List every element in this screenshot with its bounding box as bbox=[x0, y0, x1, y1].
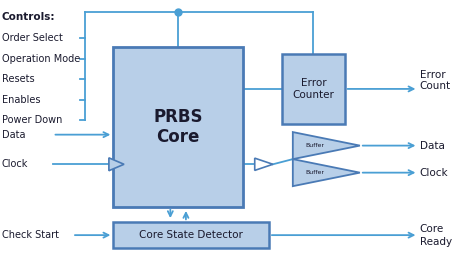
Text: Ready: Ready bbox=[420, 236, 452, 247]
Text: Core: Core bbox=[420, 224, 444, 234]
Text: Check Start: Check Start bbox=[2, 230, 59, 240]
Polygon shape bbox=[293, 159, 360, 186]
Text: Buffer: Buffer bbox=[306, 143, 325, 148]
Text: Controls:: Controls: bbox=[2, 12, 56, 23]
Text: Clock: Clock bbox=[2, 159, 28, 169]
Text: Buffer: Buffer bbox=[306, 170, 325, 175]
Text: Order Select: Order Select bbox=[2, 33, 63, 43]
Text: Resets: Resets bbox=[2, 74, 35, 84]
Polygon shape bbox=[293, 132, 360, 159]
FancyBboxPatch shape bbox=[113, 47, 243, 207]
Polygon shape bbox=[109, 158, 124, 171]
Polygon shape bbox=[255, 158, 273, 170]
Text: Data: Data bbox=[2, 130, 25, 140]
Text: Operation Mode: Operation Mode bbox=[2, 54, 80, 64]
FancyBboxPatch shape bbox=[113, 222, 269, 248]
Text: Clock: Clock bbox=[420, 168, 448, 178]
Text: Count: Count bbox=[420, 81, 451, 91]
Text: Power Down: Power Down bbox=[2, 116, 62, 125]
Text: Error
Counter: Error Counter bbox=[293, 78, 334, 100]
Text: Error: Error bbox=[420, 70, 445, 80]
Text: Enables: Enables bbox=[2, 95, 40, 105]
Text: Core State Detector: Core State Detector bbox=[139, 230, 243, 240]
FancyBboxPatch shape bbox=[282, 54, 345, 124]
Text: PRBS
Core: PRBS Core bbox=[153, 107, 203, 146]
Text: Data: Data bbox=[420, 141, 445, 150]
